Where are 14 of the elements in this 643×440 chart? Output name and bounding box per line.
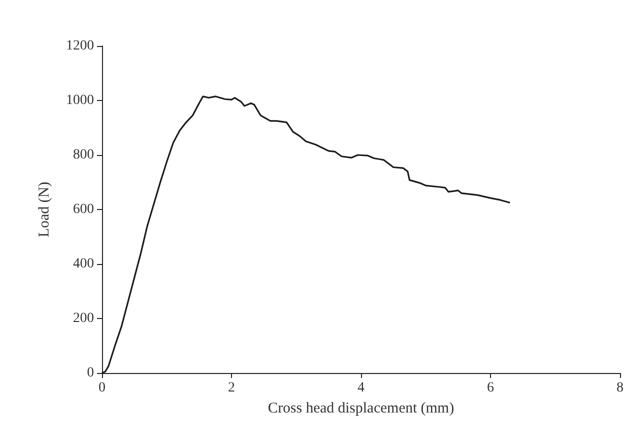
x-tick-label: 0: [98, 380, 106, 396]
x-tick-label: 4: [358, 380, 364, 396]
y-tick-label: 200: [73, 311, 94, 326]
x-tick-label: 8: [616, 380, 624, 396]
y-tick-label: 1200: [66, 38, 94, 54]
x-tick-label: 6: [487, 380, 494, 396]
y-tick-label: 1000: [66, 93, 94, 108]
y-tick-label: 600: [73, 202, 94, 217]
y-axis-title: Load (N): [36, 182, 52, 238]
y-tick-label: 400: [73, 256, 94, 272]
x-axis-title: Cross head displacement (mm): [268, 400, 454, 416]
y-tick-label: 0: [87, 366, 94, 380]
x-tick-label: 2: [228, 380, 235, 396]
y-tick-label: 800: [73, 148, 94, 162]
